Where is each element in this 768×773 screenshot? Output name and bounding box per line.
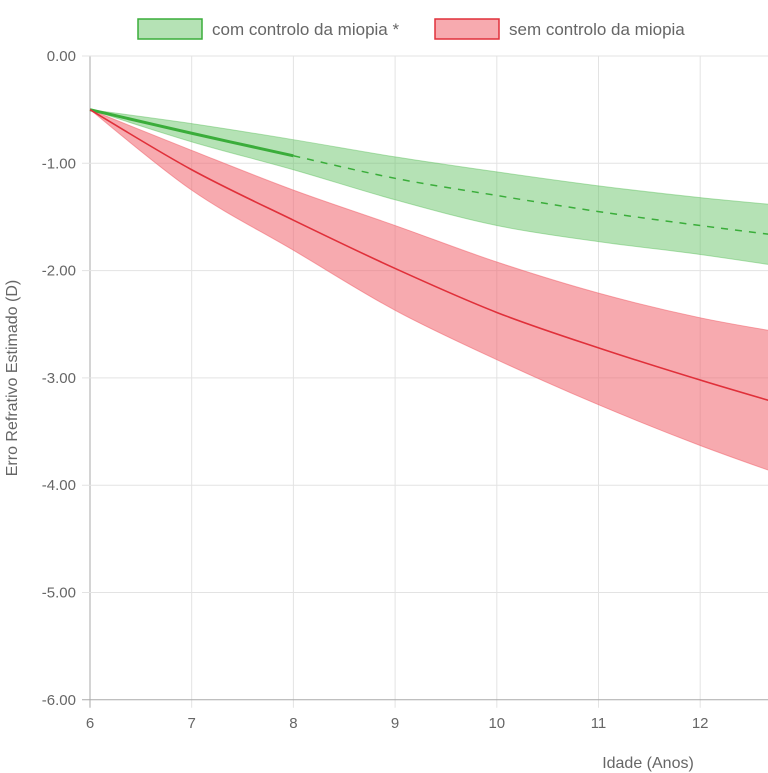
y-axis-title: Erro Refrativo Estimado (D): [4, 280, 21, 477]
x-tick-label: 9: [391, 715, 399, 732]
legend: com controlo da miopia * sem controlo da …: [137, 18, 685, 40]
x-tick-label: 10: [488, 715, 505, 732]
series-line-dashed-0: [293, 155, 768, 235]
band-1: [89, 109, 768, 471]
legend-swatch: [434, 18, 500, 40]
y-tick-label: 0.00: [47, 48, 76, 65]
y-tick-label: -1.00: [42, 155, 76, 172]
x-tick-label: 11: [591, 715, 607, 732]
x-tick-label: 7: [188, 715, 196, 732]
tick-labels: 6 7 8 9 10 11 12 0.00 -1.00 -2.00 -3.00 -4.00 -5.00 -…: [42, 48, 709, 732]
y-tick-label: -3.00: [42, 370, 76, 387]
y-tick-label: -4.00: [42, 477, 76, 494]
legend-label: com controlo da miopia *: [212, 20, 399, 39]
y-tick-label: -6.00: [42, 692, 76, 709]
series-line-solid-0: [89, 108, 294, 158]
x-tick-label: 6: [86, 715, 94, 732]
series-line-1: [89, 108, 768, 402]
x-tick-label: 12: [692, 715, 709, 732]
legend-swatch: [137, 18, 203, 40]
series-lines: [89, 108, 768, 402]
x-axis-title: Idade (Anos): [602, 755, 694, 772]
x-tick-label: 8: [289, 715, 297, 732]
y-tick-label: -2.00: [42, 263, 76, 280]
y-tick-label: -5.00: [42, 585, 76, 602]
legend-label: sem controlo da miopia: [509, 20, 685, 39]
